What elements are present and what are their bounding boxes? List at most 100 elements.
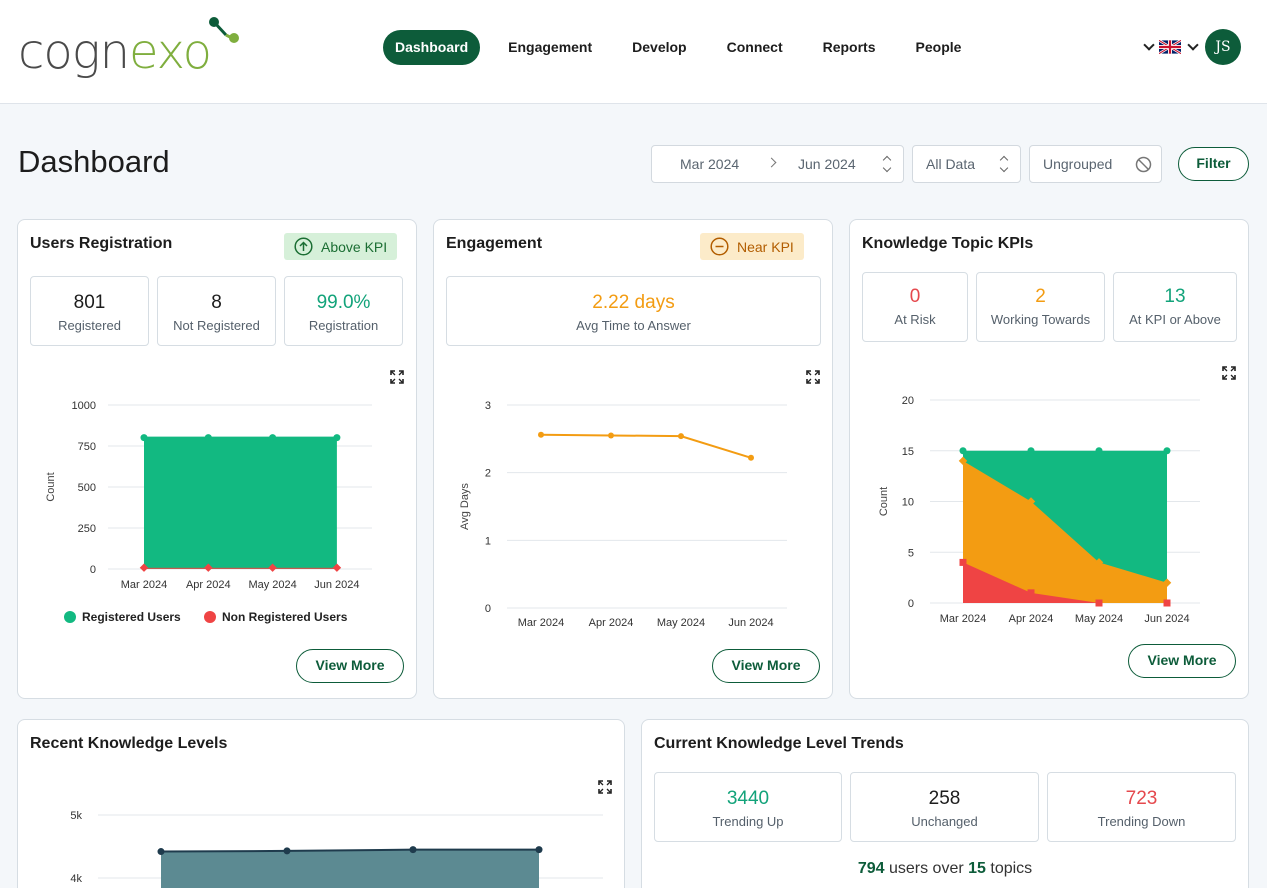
knowledge-level-point	[535, 846, 543, 854]
registered-point	[269, 434, 277, 442]
x-tick-label: Mar 2024	[518, 617, 564, 629]
data-select[interactable]: All Data	[912, 145, 1021, 183]
arrow-up-circle-icon	[294, 237, 313, 256]
group-select-value: Ungrouped	[1043, 156, 1113, 172]
clear-icon[interactable]	[1135, 156, 1152, 173]
non-registered-point	[332, 563, 342, 572]
kpi-trending-down: 723 Trending Down	[1047, 772, 1236, 842]
nav-engagement[interactable]: Engagement	[508, 39, 593, 55]
data-point	[1027, 589, 1035, 597]
knowledge-level-line	[160, 848, 539, 853]
registered-point	[140, 434, 148, 442]
kpi-at-kpi-or-above: 13 At KPI or Above	[1113, 272, 1237, 342]
view-more-button[interactable]: View More	[712, 649, 820, 683]
data-point	[1027, 447, 1035, 455]
expand-icon[interactable]	[806, 370, 820, 384]
data-select-value: All Data	[926, 156, 976, 172]
knowledge-level-point	[157, 848, 165, 856]
x-tick-label: Apr 2024	[589, 617, 634, 629]
header-right: JS	[1143, 29, 1241, 65]
non-registered-point	[139, 563, 149, 572]
y-tick-label: 3	[485, 400, 491, 412]
kpi-unchanged: 258 Unchanged	[850, 772, 1039, 842]
non-registered-point	[204, 563, 213, 572]
card-title: Engagement	[446, 235, 543, 252]
nav-dashboard[interactable]: Dashboard	[383, 30, 481, 65]
registration-chart: 0 250 500 750 1000 Count Mar 2024 Apr 2024 May 2…	[45, 400, 372, 624]
uk-flag-icon[interactable]	[1159, 40, 1181, 54]
filter-button[interactable]: Filter	[1178, 147, 1249, 181]
updown-icon	[883, 156, 891, 172]
y-axis-label: Avg Days	[459, 483, 471, 530]
expand-icon[interactable]	[390, 370, 404, 384]
date-to: Jun 2024	[798, 156, 856, 172]
knowledge-level-point	[409, 846, 417, 854]
data-point	[1095, 447, 1103, 455]
data-point	[959, 558, 967, 566]
users-registration-card: Users Registration Above KPI 801 Registe…	[17, 219, 417, 699]
nav-people[interactable]: People	[915, 39, 962, 55]
kpi-not-registered: 8 Not Registered	[157, 276, 276, 346]
avg-days-point	[748, 454, 754, 461]
y-axis-label: Count	[45, 472, 57, 501]
above-kpi-badge: Above KPI	[284, 233, 398, 260]
knowledge-topic-kpis-card: Knowledge Topic KPIs 0 At Risk 2 Working…	[849, 219, 1249, 699]
y-tick-label: 5k	[70, 810, 82, 822]
updown-icon	[1000, 156, 1008, 172]
non-registered-users-area	[144, 567, 337, 569]
x-tick-label: May 2024	[657, 617, 705, 629]
view-more-button[interactable]: View More	[1128, 644, 1236, 678]
y-tick-label: 0	[90, 564, 96, 576]
x-tick-label: May 2024	[248, 579, 296, 591]
x-tick-label: Mar 2024	[940, 613, 986, 625]
language-chevron-down-icon[interactable]	[1187, 39, 1199, 51]
date-range-picker[interactable]: Mar 2024 Jun 2024	[651, 145, 904, 183]
x-tick-label: Apr 2024	[186, 579, 231, 591]
kpi-at-risk: 0 At Risk	[862, 272, 968, 342]
nav-develop[interactable]: Develop	[632, 39, 687, 55]
y-tick-label: 500	[78, 482, 96, 494]
group-select[interactable]: Ungrouped	[1029, 145, 1162, 183]
recent-knowledge-levels-card: Recent Knowledge Levels 5k 4k	[17, 719, 625, 888]
y-tick-label: 0	[908, 598, 914, 610]
y-tick-label: 10	[902, 497, 914, 509]
x-tick-label: Jun 2024	[728, 617, 773, 629]
card-title: Current Knowledge Level Trends	[654, 735, 904, 752]
y-tick-label: 750	[78, 441, 96, 453]
x-tick-label: Jun 2024	[1144, 613, 1189, 625]
engagement-chart: 0 1 2 3 Avg Days Mar 2024 Apr 2024 May 2024 Jun …	[459, 400, 787, 629]
nav-reports[interactable]: Reports	[822, 39, 876, 55]
registered-point	[333, 434, 341, 442]
y-axis-label: Count	[878, 487, 890, 516]
legend-registered-marker	[64, 611, 76, 623]
knowledge-topic-chart: 0 5 10 15 20 Count Mar 2024 Apr 2024 May 2024 Jun…	[878, 395, 1200, 625]
kpi-trending-up: 3440 Trending Up	[654, 772, 842, 842]
nav-connect[interactable]: Connect	[726, 39, 783, 55]
y-tick-label: 5	[908, 547, 914, 559]
expand-icon[interactable]	[1222, 366, 1236, 380]
date-from: Mar 2024	[680, 156, 740, 172]
knowledge-level-area	[161, 849, 539, 888]
non-registered-point	[268, 563, 277, 572]
data-point	[1163, 447, 1171, 455]
at-risk-area	[963, 562, 1167, 603]
user-avatar[interactable]: JS	[1205, 29, 1241, 65]
y-tick-label: 4k	[70, 873, 82, 885]
engagement-card: Engagement Near KPI 2.22 days Avg Time t…	[433, 219, 833, 699]
trends-summary: 794 users over 15 topics	[857, 860, 1033, 877]
x-tick-label: Apr 2024	[1009, 613, 1054, 625]
expand-icon[interactable]	[598, 780, 612, 794]
legend-non-registered-marker	[204, 611, 216, 623]
data-point	[959, 447, 967, 455]
kpi-registered: 801 Registered	[30, 276, 149, 346]
card-title: Recent Knowledge Levels	[30, 735, 228, 752]
view-more-button[interactable]: View More	[296, 649, 404, 683]
minus-circle-icon	[710, 237, 729, 256]
x-tick-label: Mar 2024	[121, 579, 167, 591]
kpi-working-towards: 2 Working Towards	[976, 272, 1105, 342]
y-tick-label: 20	[902, 395, 914, 407]
legend-non-registered-label: Non Registered Users	[222, 610, 348, 624]
menu-chevron-down-icon[interactable]	[1143, 39, 1155, 51]
cognexo-logo[interactable]: cognexo	[18, 14, 248, 80]
main-nav: Dashboard Engagement Develop Connect Rep…	[383, 30, 989, 65]
